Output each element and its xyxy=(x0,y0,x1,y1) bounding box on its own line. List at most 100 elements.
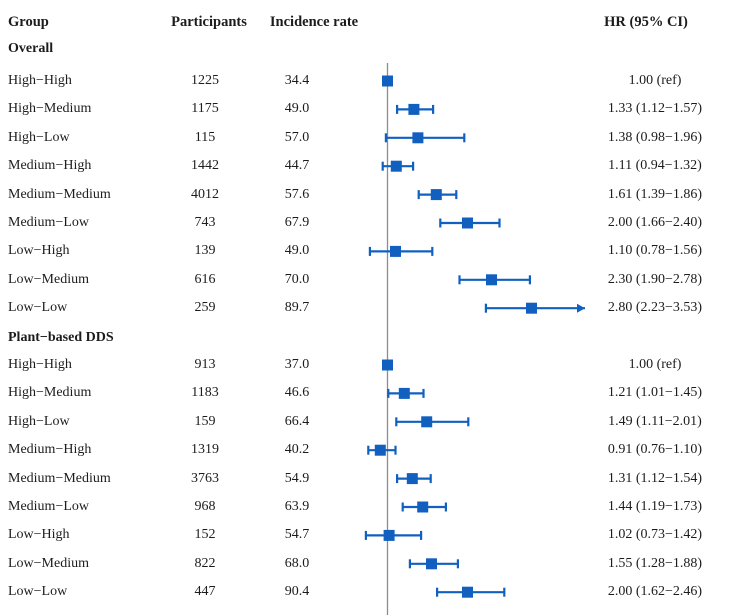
hr-point-marker xyxy=(421,416,433,428)
table-row: High−Medium 1183 46.6 1.21 (1.01−1.45) xyxy=(0,379,731,407)
table-row: High−Low 159 66.4 1.49 (1.11−2.01) xyxy=(0,408,731,436)
row-hr-ci-value: 0.91 (0.76−1.10) xyxy=(607,442,703,458)
hr-point-marker xyxy=(417,501,429,513)
hr-point-marker xyxy=(383,529,395,541)
row-group-label: Low−Medium xyxy=(8,555,89,571)
row-group-label: Low−Low xyxy=(8,300,68,316)
row-hr-ci-value: 1.55 (1.28−1.88) xyxy=(607,555,703,571)
table-row: Medium−High 1319 40.2 0.91 (0.76−1.10) xyxy=(0,436,731,464)
row-hr-ci-value: 1.49 (1.11−2.01) xyxy=(608,413,702,429)
table-row: Medium−Medium 4012 57.6 1.61 (1.39−1.86) xyxy=(0,181,731,209)
row-incidence-value: 68.0 xyxy=(284,555,310,571)
row-incidence-value: 54.9 xyxy=(284,470,310,486)
row-incidence-value: 90.4 xyxy=(284,584,310,600)
column-header-incidence-rate: Incidence rate xyxy=(269,14,359,30)
column-header-group: Group xyxy=(8,14,49,30)
hr-point-marker xyxy=(374,444,386,456)
row-group-label: High−Low xyxy=(8,129,70,145)
row-group-label: High−Medium xyxy=(8,385,92,401)
row-group-label: Low−Low xyxy=(8,584,68,600)
row-participants-value: 139 xyxy=(194,243,216,259)
row-hr-ci-value: 2.00 (1.66−2.40) xyxy=(607,215,703,230)
hr-point-marker xyxy=(390,160,402,172)
row-participants-value: 1225 xyxy=(191,73,219,88)
table-row: Low−Medium 822 68.0 1.55 (1.28−1.88) xyxy=(0,550,731,578)
row-hr-ci-value: 1.31 (1.12−1.54) xyxy=(607,470,703,486)
row-participants-value: 743 xyxy=(194,215,216,230)
row-incidence-value: 89.7 xyxy=(284,300,310,316)
row-participants-value: 4012 xyxy=(191,186,219,202)
row-participants-value: 447 xyxy=(194,584,216,600)
row-hr-ci-value: 2.80 (2.23−3.53) xyxy=(607,300,703,316)
row-participants-value: 3763 xyxy=(191,470,219,486)
row-incidence-value: 66.4 xyxy=(284,413,310,429)
row-participants-value: 1319 xyxy=(191,442,219,458)
row-hr-ci-value: 1.61 (1.39−1.86) xyxy=(607,186,703,202)
row-group-label: Low−High xyxy=(8,243,70,259)
row-incidence-value: 37.0 xyxy=(284,357,310,372)
row-incidence-value: 34.4 xyxy=(284,73,310,88)
row-hr-ci-value: 1.33 (1.12−1.57) xyxy=(607,101,703,117)
row-group-label: Medium−Low xyxy=(8,499,89,514)
hr-point-marker xyxy=(390,245,401,257)
row-incidence-value: 57.0 xyxy=(284,129,310,145)
row-incidence-value: 40.2 xyxy=(284,442,310,458)
row-hr-ci-value: 1.44 (1.19−1.73) xyxy=(607,499,703,514)
row-hr-ci-value: 1.21 (1.01−1.45) xyxy=(607,385,703,401)
row-incidence-value: 70.0 xyxy=(284,271,310,287)
row-participants-value: 1175 xyxy=(191,101,219,117)
row-incidence-value: 54.7 xyxy=(284,527,310,543)
section-heading-row: Overall xyxy=(0,35,731,63)
row-participants-value: 259 xyxy=(194,300,216,316)
table-row: Medium−Low 968 63.9 1.44 (1.19−1.73) xyxy=(0,493,731,521)
row-incidence-value: 44.7 xyxy=(284,158,310,174)
row-hr-ci-value: 1.00 (ref) xyxy=(628,357,682,372)
hr-point-marker xyxy=(382,359,393,371)
row-group-label: Low−High xyxy=(8,527,70,543)
row-participants-value: 822 xyxy=(194,555,216,571)
table-row: Low−Low 447 90.4 2.00 (1.62−2.46) xyxy=(0,578,731,606)
hr-point-marker xyxy=(462,586,473,598)
hr-point-marker xyxy=(412,132,424,144)
table-row: Low−High 139 49.0 1.10 (0.78−1.56) xyxy=(0,237,731,265)
row-group-label: High−High xyxy=(8,73,72,88)
row-hr-ci-value: 2.30 (1.90−2.78) xyxy=(607,271,703,287)
row-group-label: High−Low xyxy=(8,413,70,429)
hr-point-marker xyxy=(426,558,437,570)
row-participants-value: 115 xyxy=(194,129,216,145)
table-row: Medium−Medium 3763 54.9 1.31 (1.12−1.54) xyxy=(0,465,731,493)
row-incidence-value: 49.0 xyxy=(284,101,310,117)
row-group-label: High−Medium xyxy=(8,101,92,117)
table-row: Low−High 152 54.7 1.02 (0.73−1.42) xyxy=(0,521,731,549)
row-incidence-value: 67.9 xyxy=(284,215,310,230)
row-incidence-value: 63.9 xyxy=(284,499,310,514)
row-participants-value: 1442 xyxy=(191,158,219,174)
row-incidence-value: 46.6 xyxy=(284,385,310,401)
row-participants-value: 913 xyxy=(194,357,216,372)
table-row: Medium−High 1442 44.7 1.11 (0.94−1.32) xyxy=(0,152,731,180)
row-participants-value: 152 xyxy=(194,527,216,543)
table-row: Medium−Low 743 67.9 2.00 (1.66−2.40) xyxy=(0,209,731,237)
row-hr-ci-value: 1.00 (ref) xyxy=(628,73,682,88)
table-row: High−High 1225 34.4 1.00 (ref) xyxy=(0,67,731,95)
row-hr-ci-value: 1.11 (0.94−1.32) xyxy=(608,158,702,174)
row-participants-value: 159 xyxy=(194,413,216,429)
hr-point-marker xyxy=(408,103,420,115)
row-hr-ci-value: 1.10 (0.78−1.56) xyxy=(607,243,703,259)
row-participants-value: 616 xyxy=(194,271,216,287)
table-row: High−High 913 37.0 1.00 (ref) xyxy=(0,351,731,379)
hr-point-marker xyxy=(462,217,473,229)
hr-point-marker xyxy=(382,75,393,87)
column-header-hr-ci: HR (95% CI) xyxy=(604,14,688,30)
row-incidence-value: 49.0 xyxy=(284,243,310,259)
row-hr-ci-value: 1.38 (0.98−1.96) xyxy=(607,129,703,145)
table-row: High−Medium 1175 49.0 1.33 (1.12−1.57) xyxy=(0,95,731,123)
hr-point-marker xyxy=(398,387,410,399)
column-header-participants: Participants xyxy=(171,14,247,30)
table-row: Low−Low 259 89.7 2.80 (2.23−3.53) xyxy=(0,294,731,322)
row-incidence-value: 57.6 xyxy=(284,186,310,202)
row-hr-ci-value: 2.00 (1.62−2.46) xyxy=(607,584,703,600)
hr-point-marker xyxy=(406,473,418,485)
row-group-label: Medium−High xyxy=(8,158,92,174)
